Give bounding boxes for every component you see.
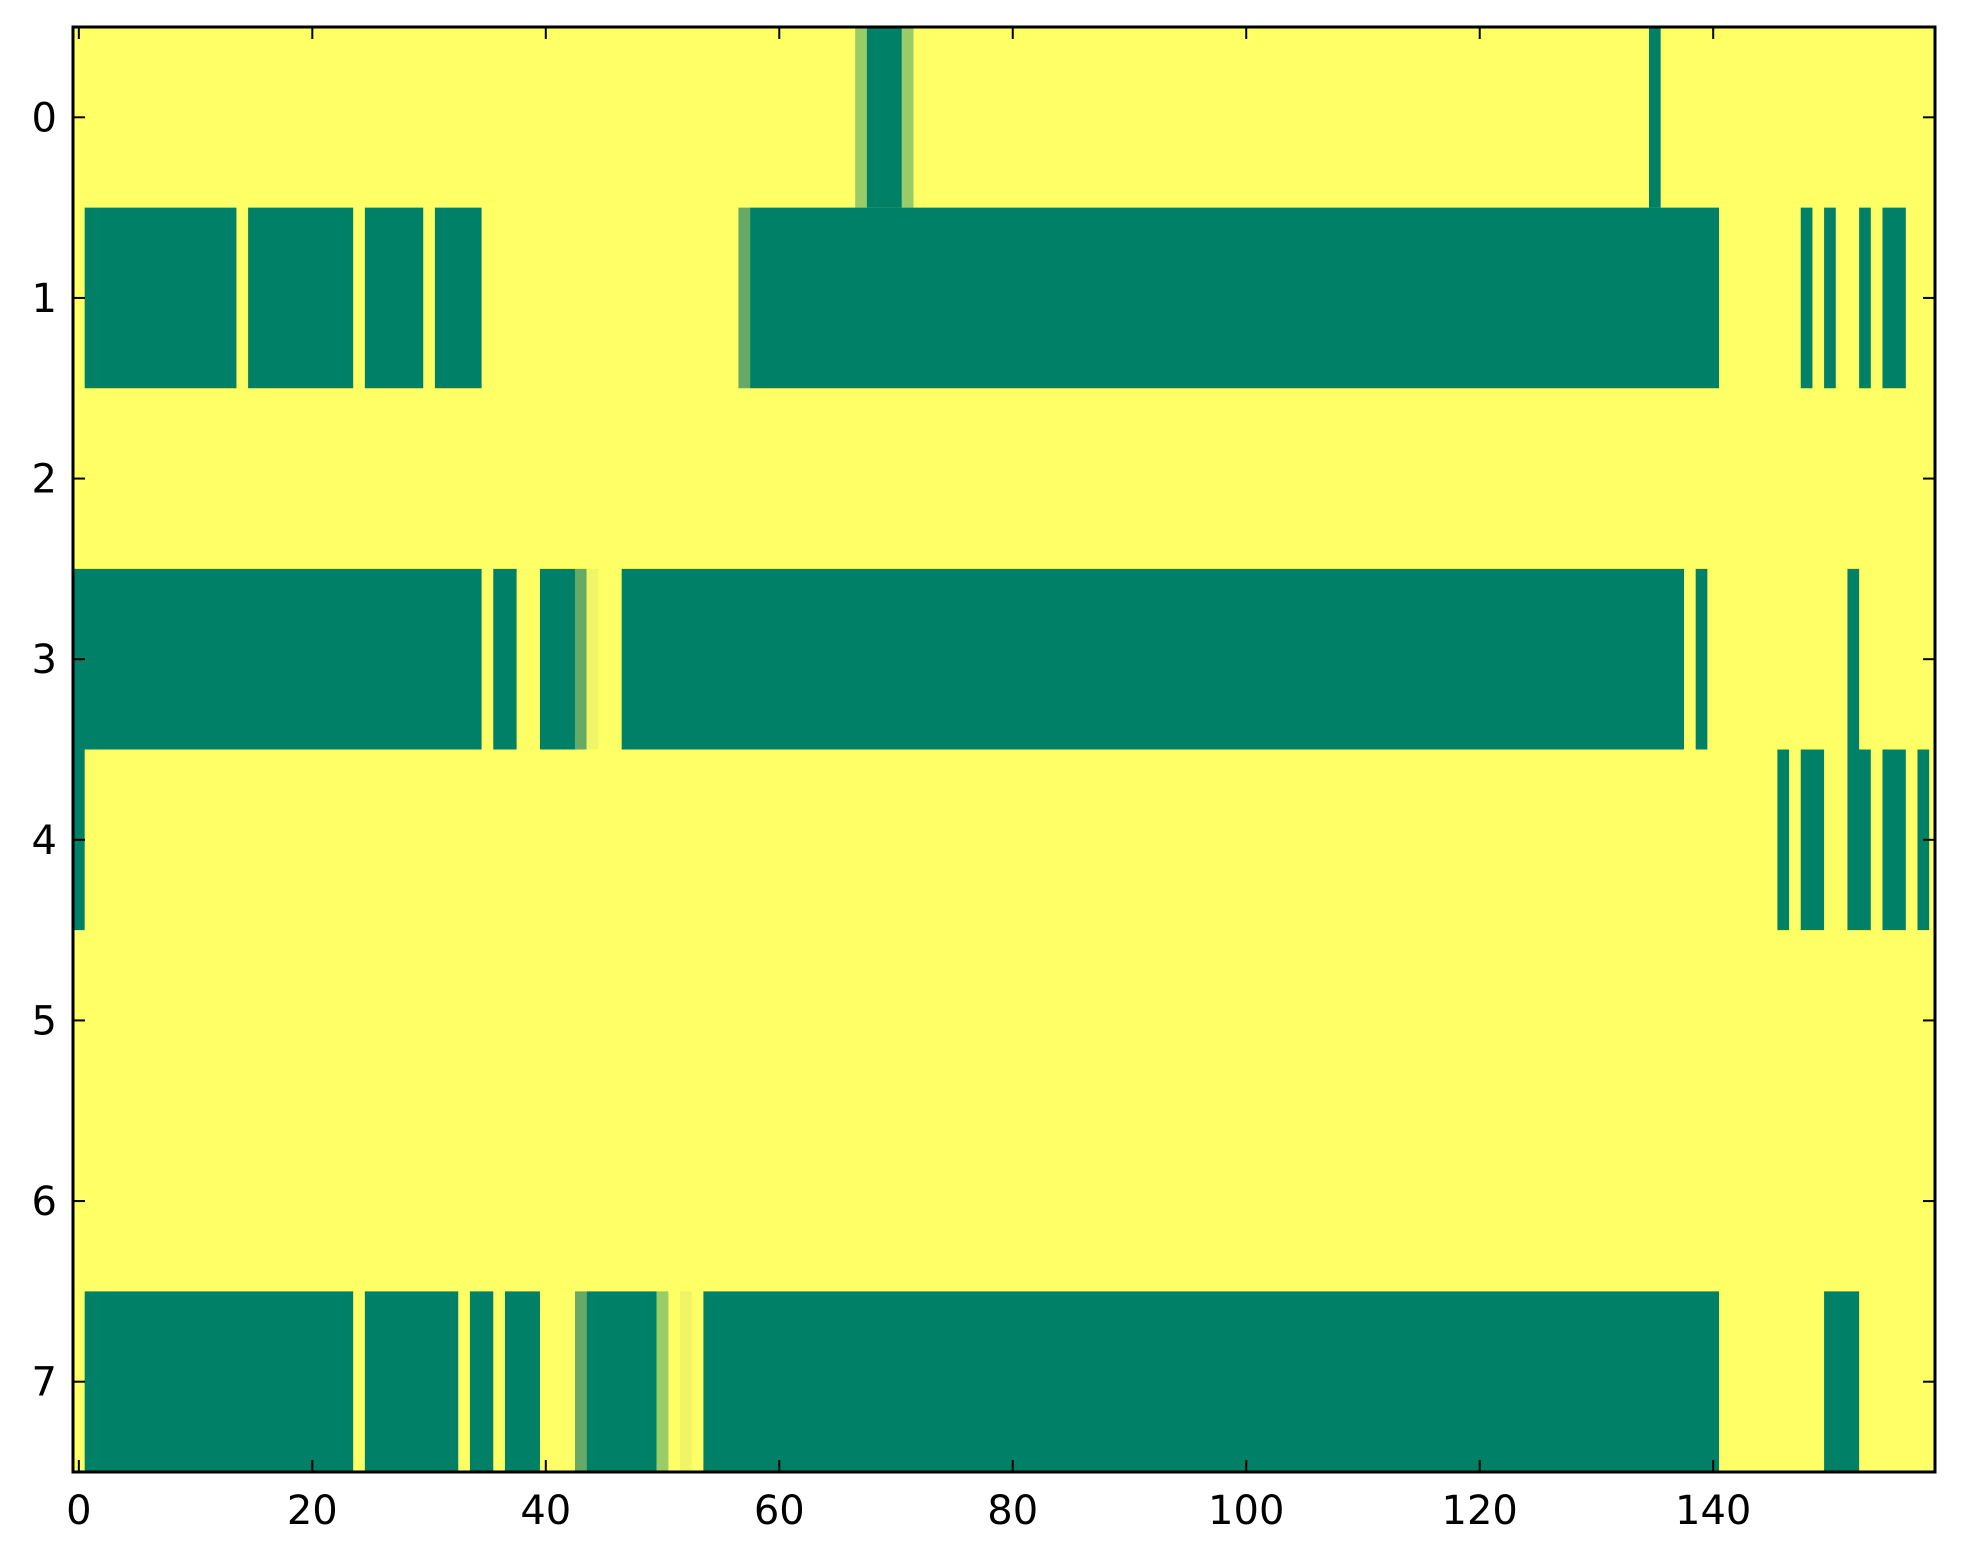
heatmap-cell-row-4 <box>1777 749 1790 931</box>
heatmap-cell-row-3 <box>1695 568 1708 750</box>
x-tick-label: 0 <box>66 1488 91 1534</box>
y-tick-label: 0 <box>32 95 57 141</box>
y-tick-label: 2 <box>32 457 57 503</box>
heatmap-cell-row-3 <box>493 568 517 750</box>
heatmap-cell-row-7 <box>703 1291 1720 1472</box>
heatmap-cell-row-1 <box>1824 207 1836 389</box>
x-tick-label: 80 <box>987 1488 1038 1534</box>
heatmap-cell-row-7 <box>574 1291 587 1472</box>
heatmap-cell-row-1 <box>1882 207 1906 389</box>
x-tick-label: 140 <box>1675 1488 1751 1534</box>
x-axis-tick-labels: 0 20 40 60 80 100 120 140 <box>66 1488 1751 1534</box>
x-tick-label: 100 <box>1208 1488 1284 1534</box>
heatmap-cell-row-4 <box>1882 749 1906 931</box>
heatmap-cell-row-0 <box>855 27 867 208</box>
heatmap-cell-row-1 <box>750 207 1720 389</box>
x-tick-label: 20 <box>287 1488 338 1534</box>
heatmap-cell-row-0 <box>866 27 902 208</box>
heatmap-cell-row-3 <box>586 568 599 750</box>
heatmap-cell-row-4 <box>1847 749 1871 931</box>
heatmap-cell-row-1 <box>364 207 424 389</box>
heatmap-cell-row-1 <box>434 207 482 389</box>
heatmap-cell-row-1 <box>1800 207 1813 389</box>
y-tick-label: 4 <box>32 818 57 864</box>
heatmap-cell-row-0 <box>901 27 914 208</box>
heatmap-cell-row-7 <box>364 1291 459 1472</box>
heatmap-cell-row-1 <box>1859 207 1871 389</box>
heatmap-cell-row-1 <box>84 207 237 389</box>
y-tick-label: 7 <box>32 1360 57 1406</box>
heatmap-cell-row-7 <box>504 1291 540 1472</box>
y-tick-label: 5 <box>32 998 57 1044</box>
y-tick-label: 3 <box>32 637 57 683</box>
heatmap-cell-row-4 <box>1800 749 1825 931</box>
heatmap-cell-row-0 <box>1648 27 1661 208</box>
heatmap-cell-row-3 <box>621 568 1685 750</box>
heatmap-cell-row-7 <box>680 1291 692 1472</box>
heatmap-cell-row-3 <box>1847 568 1860 750</box>
heatmap-cells <box>73 27 1935 1472</box>
y-tick-label: 6 <box>32 1179 57 1225</box>
axis-ticks <box>73 27 1935 1472</box>
heatmap-cell-row-1 <box>248 207 354 389</box>
x-tick-label: 40 <box>520 1488 571 1534</box>
y-axis-tick-labels: 0 1 2 3 4 5 6 7 <box>32 95 57 1405</box>
heatmap-cell-row-7 <box>1824 1291 1860 1472</box>
x-tick-label: 120 <box>1442 1488 1518 1534</box>
plot-frame <box>71 25 1937 1474</box>
heatmap-cell-row-3 <box>574 568 587 750</box>
heatmap-cell-row-7 <box>586 1291 657 1472</box>
heatmap-cell-row-7 <box>84 1291 354 1472</box>
y-tick-label: 1 <box>32 276 57 322</box>
heatmap-cell-row-1 <box>738 207 751 389</box>
heatmap-cell-row-7 <box>469 1291 494 1472</box>
heatmap-cell-row-3 <box>73 568 482 750</box>
heatmap-cell-row-3 <box>539 568 575 750</box>
heatmap-cell-row-7 <box>656 1291 669 1472</box>
x-tick-label: 60 <box>754 1488 805 1534</box>
